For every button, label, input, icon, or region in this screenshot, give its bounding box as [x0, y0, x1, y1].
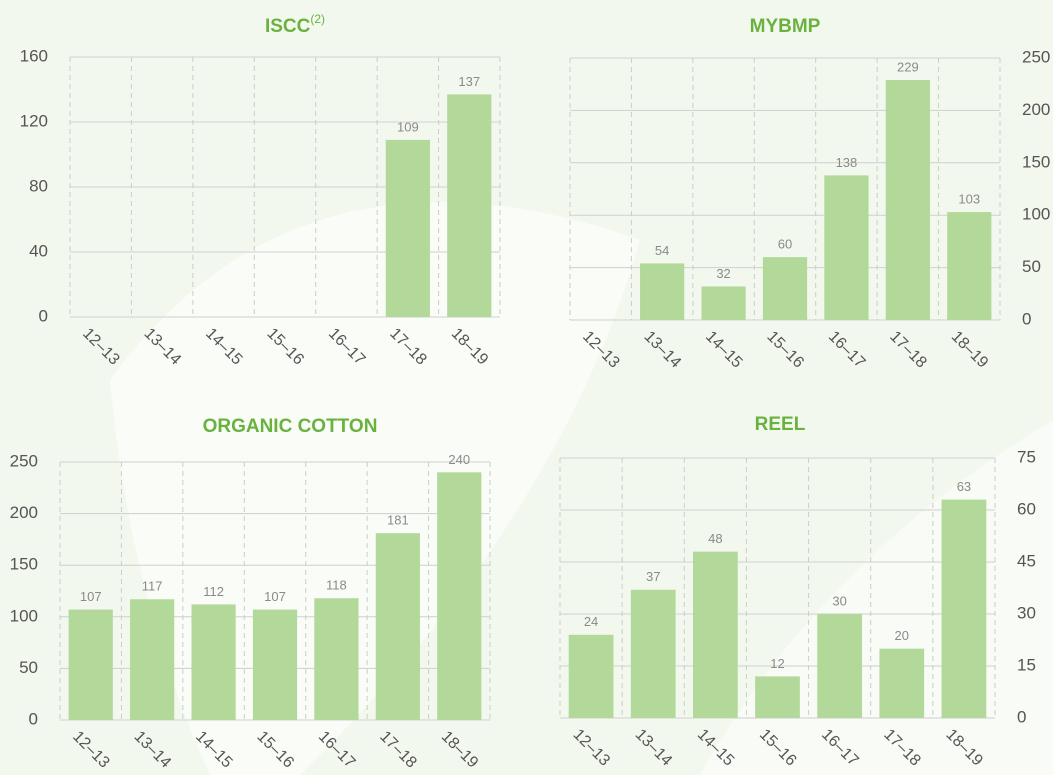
chart-title-text: REEL — [755, 414, 806, 435]
bar — [701, 286, 746, 320]
bar — [817, 614, 863, 718]
x-tick-label: 12–13 — [79, 325, 123, 369]
bar — [879, 648, 925, 718]
bar — [437, 472, 482, 720]
x-tick-label: 12–13 — [570, 726, 614, 770]
x-tick-label: 13–14 — [632, 726, 676, 770]
chart-title: ISCC(2) — [265, 12, 325, 37]
y-tick-label: 0 — [39, 306, 48, 325]
y-tick-label: 15 — [1017, 655, 1036, 674]
chart-title-text: ORGANIC COTTON — [203, 416, 378, 437]
data-label: 109 — [397, 119, 419, 134]
x-tick-label: 18–19 — [948, 328, 992, 372]
bar — [640, 263, 685, 320]
y-tick-label: 0 — [29, 709, 38, 728]
data-label: 103 — [958, 191, 980, 206]
x-tick-label: 18–19 — [438, 728, 482, 772]
data-label: 181 — [387, 513, 409, 528]
y-tick-label: 150 — [10, 555, 38, 574]
y-tick-label: 80 — [29, 176, 48, 195]
data-label: 107 — [264, 589, 286, 604]
data-label: 32 — [716, 266, 730, 281]
data-label: 20 — [895, 628, 909, 643]
y-tick-label: 0 — [1017, 707, 1026, 726]
data-label: 118 — [326, 578, 347, 593]
y-tick-label: 50 — [19, 658, 38, 677]
y-tick-label: 0 — [1022, 309, 1031, 328]
x-tick-label: 14–15 — [702, 328, 746, 372]
data-label: 240 — [448, 452, 470, 467]
data-label: 138 — [836, 155, 858, 170]
chart-title: REEL — [755, 414, 806, 435]
data-label: 24 — [584, 614, 598, 629]
bar — [568, 634, 614, 718]
data-label: 117 — [142, 579, 163, 594]
bar — [941, 499, 987, 718]
y-tick-label: 250 — [10, 451, 38, 470]
y-tick-label: 60 — [1017, 499, 1036, 518]
x-tick-label: 17–18 — [376, 728, 420, 772]
y-tick-label: 200 — [10, 503, 38, 522]
y-tick-label: 100 — [10, 606, 38, 625]
y-tick-label: 150 — [1022, 152, 1050, 171]
bar — [252, 609, 298, 720]
x-tick-label: 16–17 — [825, 328, 869, 372]
data-label: 60 — [778, 237, 792, 252]
bar — [885, 80, 930, 321]
y-tick-label: 50 — [1022, 257, 1041, 276]
y-tick-label: 160 — [20, 46, 48, 65]
x-tick-label: 15–16 — [763, 328, 807, 372]
y-tick-label: 200 — [1022, 100, 1050, 119]
chart-title-text: ISCC — [265, 16, 311, 37]
data-label: 107 — [80, 589, 102, 604]
x-tick-label: 17–18 — [886, 328, 930, 372]
x-tick-label: 13–14 — [641, 328, 685, 372]
bar — [375, 533, 420, 720]
data-label: 112 — [203, 584, 224, 599]
y-tick-label: 30 — [1017, 603, 1036, 622]
data-label: 54 — [655, 243, 669, 258]
chart-title: ORGANIC COTTON — [203, 416, 378, 437]
data-label: 30 — [832, 593, 846, 608]
y-tick-label: 250 — [1022, 47, 1050, 66]
y-tick-label: 75 — [1017, 447, 1036, 466]
background-leaf — [110, 202, 640, 775]
y-tick-label: 100 — [1022, 205, 1050, 224]
bar — [824, 175, 869, 320]
chart-title-note: (2) — [310, 12, 325, 26]
bar — [191, 604, 236, 720]
bar — [130, 599, 175, 720]
bar — [630, 589, 676, 718]
bar — [947, 212, 992, 320]
bar — [447, 94, 492, 317]
bar — [314, 598, 359, 720]
data-label: 137 — [458, 74, 480, 89]
y-tick-label: 120 — [20, 111, 48, 130]
bar — [762, 257, 808, 320]
x-tick-label: 12–13 — [69, 728, 113, 772]
y-tick-label: 40 — [29, 241, 48, 260]
y-tick-label: 45 — [1017, 551, 1036, 570]
data-label: 48 — [708, 531, 722, 546]
bar — [755, 676, 800, 718]
bar — [692, 551, 738, 718]
data-label: 229 — [897, 59, 919, 74]
chart-title: MYBMP — [750, 16, 821, 37]
chart-title-text: MYBMP — [750, 16, 821, 37]
background-leaf — [700, 420, 1053, 775]
data-label: 63 — [957, 479, 971, 494]
x-tick-label: 13–14 — [131, 728, 175, 772]
bar — [385, 139, 430, 317]
bar — [68, 609, 113, 720]
data-label: 37 — [646, 569, 660, 584]
data-label: 12 — [770, 656, 784, 671]
